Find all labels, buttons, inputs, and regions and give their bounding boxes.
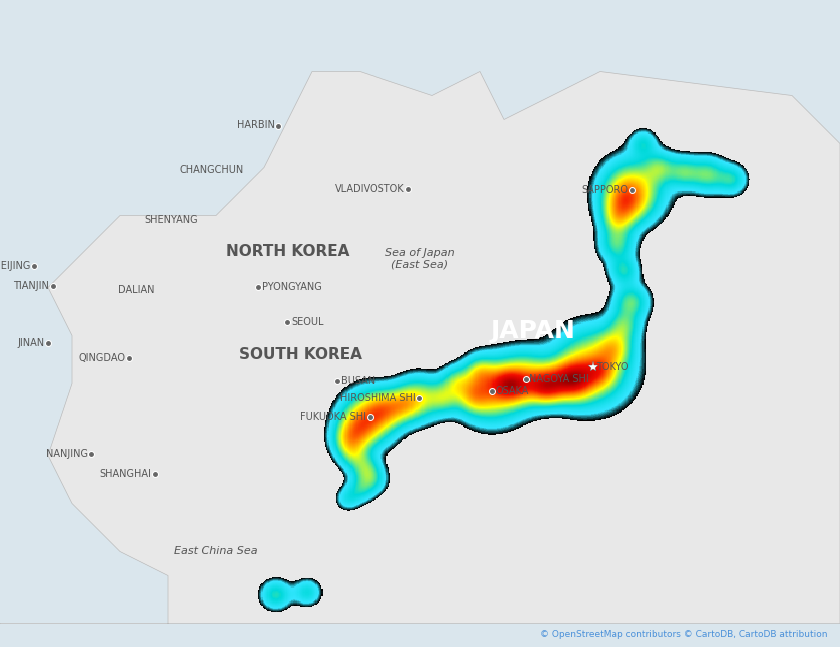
Text: TOKYO: TOKYO [596,362,628,372]
Text: HARBIN: HARBIN [237,120,275,131]
Text: BUSAN: BUSAN [341,376,375,386]
Text: SHANGHAI: SHANGHAI [100,469,152,479]
Text: SEOUL: SEOUL [291,317,323,327]
Text: VLADIVOSTOK: VLADIVOSTOK [335,184,404,194]
Text: Sea of Japan
(East Sea): Sea of Japan (East Sea) [386,248,454,270]
Text: FUKUOKA SHI: FUKUOKA SHI [300,412,366,422]
Text: SOUTH KOREA: SOUTH KOREA [239,347,361,362]
Text: TIANJIN: TIANJIN [13,281,50,291]
Text: PYONGYANG: PYONGYANG [261,282,322,292]
Text: SAPPORO: SAPPORO [582,185,629,195]
Text: NORTH KOREA: NORTH KOREA [226,244,349,259]
Text: JINAN: JINAN [18,338,45,349]
Text: DALIAN: DALIAN [118,285,155,295]
Text: NAGOYA SHI: NAGOYA SHI [529,374,589,384]
Text: NANJING: NANJING [45,449,87,459]
Text: HIROSHIMA SHI: HIROSHIMA SHI [339,393,416,403]
Text: © OpenStreetMap contributors © CartoDB, CartoDB attribution: © OpenStreetMap contributors © CartoDB, … [540,630,827,639]
Text: JAPAN: JAPAN [491,319,575,343]
Polygon shape [0,72,840,647]
Text: CHANGCHUN: CHANGCHUN [180,165,244,175]
Text: East China Sea: East China Sea [174,547,258,556]
Text: QINGDAO: QINGDAO [78,353,125,363]
Text: OSAKA: OSAKA [496,386,529,396]
Text: BEIJING: BEIJING [0,261,30,271]
Text: SHENYANG: SHENYANG [144,215,198,225]
